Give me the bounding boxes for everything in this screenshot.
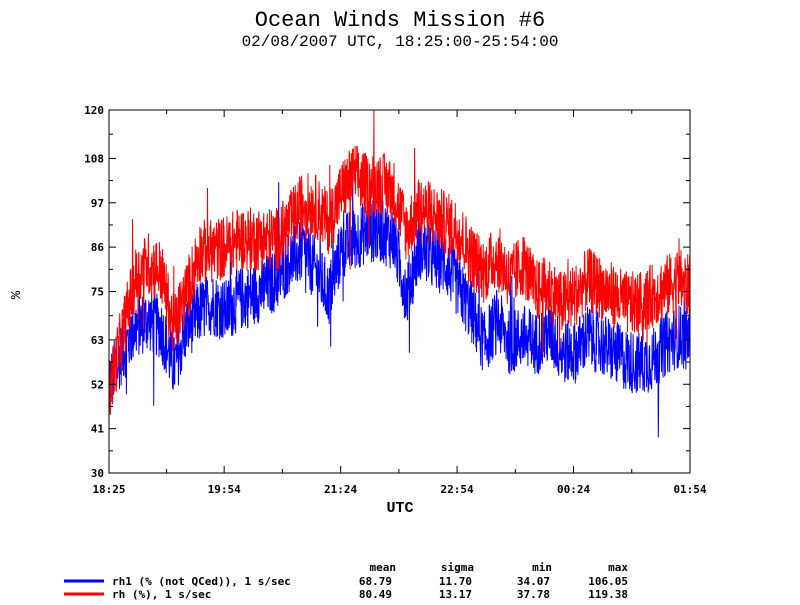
axis-tick-labels: 30 41 52 63 75 86 97 108 120 18:25 19:54 21:24 22:54…	[84, 104, 707, 496]
axis-ticks	[108, 109, 691, 474]
x-tick-label-2: 21:24	[324, 483, 357, 496]
stat-rh1-min: 34.07	[517, 575, 550, 588]
stats-header-max: max	[608, 561, 628, 574]
y-tick-label-3: 63	[91, 334, 104, 347]
y-tick-label-4: 75	[91, 286, 104, 299]
stats-header-min: min	[532, 561, 552, 574]
x-tick-label-5: 01:54	[673, 483, 706, 496]
chart-title: Ocean Winds Mission #6	[255, 8, 545, 33]
stat-rh-mean: 80.49	[359, 588, 392, 601]
y-tick-label-6: 97	[91, 197, 104, 210]
plot-series	[108, 109, 691, 438]
stat-rh1-max: 106.05	[588, 575, 628, 588]
x-tick-label-0: 18:25	[92, 483, 125, 496]
y-tick-label-2: 52	[91, 378, 104, 391]
y-tick-label-7: 108	[84, 152, 104, 165]
legend-label-rh1: rh1 (% (not QCed)), 1 s/sec	[112, 575, 291, 588]
y-tick-label-8: 120	[84, 104, 104, 117]
chart-subtitle: 02/08/2007 UTC, 18:25:00-25:54:00	[242, 33, 559, 51]
legend: mean sigma min max rh1 (% (not QCed)), 1…	[64, 561, 628, 601]
stat-rh-max: 119.38	[588, 588, 628, 601]
stats-header-mean: mean	[370, 561, 397, 574]
y-axis-label: %	[9, 290, 25, 299]
y-tick-label-5: 86	[91, 241, 105, 254]
stat-rh1-mean: 68.79	[359, 575, 392, 588]
x-tick-label-4: 00:24	[557, 483, 590, 496]
x-tick-label-1: 19:54	[208, 483, 241, 496]
legend-label-rh: rh (%), 1 s/sec	[112, 588, 211, 601]
stat-rh-sigma: 13.17	[439, 588, 472, 601]
stats-header-sigma: sigma	[441, 561, 474, 574]
y-tick-label-0: 30	[91, 467, 104, 480]
x-axis-label: UTC	[386, 500, 413, 517]
stat-rh-min: 37.78	[517, 588, 550, 601]
y-tick-label-1: 41	[91, 423, 105, 436]
x-tick-label-3: 22:54	[441, 483, 474, 496]
stat-rh1-sigma: 11.70	[439, 575, 472, 588]
series-line-0	[108, 164, 691, 438]
series-line-1	[108, 109, 691, 423]
